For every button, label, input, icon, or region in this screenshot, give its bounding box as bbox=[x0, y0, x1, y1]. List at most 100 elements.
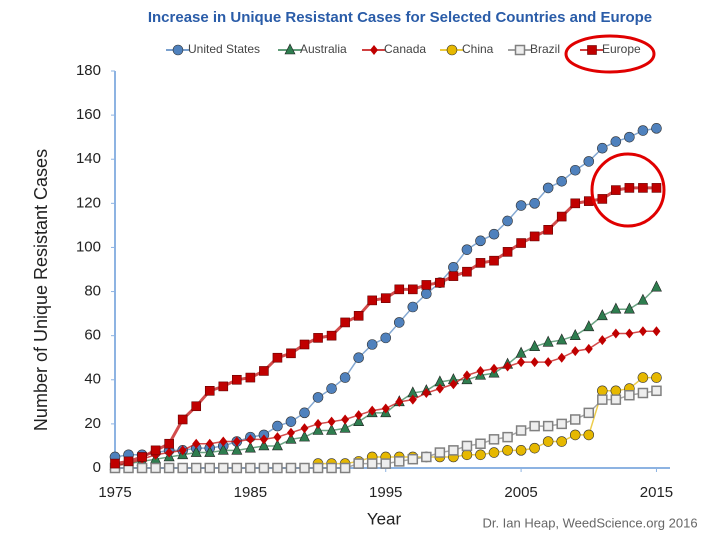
marker bbox=[556, 436, 568, 447]
plot-area: 0 20 40 60 80 100 120 140 160 180 1975 1985 1995 2005… bbox=[76, 49, 673, 501]
marker bbox=[381, 403, 390, 414]
marker bbox=[638, 183, 648, 193]
marker bbox=[529, 198, 540, 209]
marker bbox=[300, 423, 309, 434]
marker bbox=[408, 394, 417, 405]
marker bbox=[515, 200, 527, 211]
marker bbox=[651, 385, 662, 397]
marker bbox=[394, 284, 405, 295]
marker bbox=[461, 449, 473, 461]
marker bbox=[204, 386, 215, 396]
marker bbox=[177, 462, 188, 474]
marker bbox=[435, 383, 444, 394]
marker bbox=[244, 441, 256, 453]
marker bbox=[231, 462, 243, 474]
marker bbox=[394, 456, 405, 467]
marker bbox=[407, 453, 419, 465]
marker bbox=[341, 414, 350, 425]
marker bbox=[299, 339, 310, 350]
marker bbox=[625, 328, 634, 339]
marker bbox=[339, 421, 351, 433]
marker bbox=[272, 420, 283, 432]
marker bbox=[624, 131, 635, 143]
marker bbox=[190, 462, 202, 474]
marker bbox=[272, 462, 283, 474]
marker bbox=[326, 462, 337, 474]
marker bbox=[285, 416, 297, 427]
y-tick-label: 160 bbox=[76, 106, 101, 123]
marker bbox=[515, 445, 527, 456]
marker bbox=[421, 451, 432, 463]
marker bbox=[435, 277, 445, 288]
legend-label: United States bbox=[188, 42, 260, 56]
marker bbox=[462, 370, 471, 381]
y-tick-label: 40 bbox=[84, 371, 101, 388]
marker bbox=[204, 462, 216, 474]
marker bbox=[259, 366, 269, 376]
marker bbox=[475, 438, 486, 449]
marker bbox=[475, 449, 486, 461]
marker bbox=[245, 372, 256, 383]
marker bbox=[271, 439, 283, 451]
x-tick-label: 1985 bbox=[234, 484, 267, 501]
marker bbox=[624, 183, 635, 193]
marker bbox=[326, 330, 337, 341]
marker bbox=[368, 405, 377, 416]
marker bbox=[597, 142, 608, 154]
legend-label: Europe bbox=[602, 42, 641, 56]
marker bbox=[353, 415, 365, 426]
marker bbox=[651, 123, 662, 134]
marker bbox=[556, 175, 568, 187]
marker bbox=[380, 332, 392, 344]
marker bbox=[136, 462, 148, 474]
marker bbox=[502, 445, 513, 456]
marker bbox=[177, 414, 188, 425]
marker bbox=[218, 381, 229, 392]
marker bbox=[530, 357, 539, 368]
marker bbox=[380, 293, 391, 303]
marker bbox=[448, 261, 459, 273]
marker bbox=[517, 357, 526, 368]
marker bbox=[597, 394, 608, 405]
marker bbox=[273, 432, 282, 443]
marker bbox=[637, 372, 649, 383]
marker bbox=[421, 288, 432, 300]
marker bbox=[110, 458, 120, 469]
marker bbox=[543, 225, 553, 235]
marker bbox=[502, 215, 513, 227]
marker bbox=[544, 357, 553, 368]
marker bbox=[570, 198, 581, 209]
marker bbox=[516, 238, 526, 248]
marker bbox=[569, 328, 581, 340]
marker bbox=[556, 333, 568, 345]
marker bbox=[286, 427, 295, 438]
marker bbox=[475, 258, 486, 268]
marker bbox=[258, 462, 270, 474]
y-tick-label: 0 bbox=[93, 459, 101, 476]
highlight-circle bbox=[590, 152, 666, 228]
marker bbox=[299, 462, 310, 474]
y-tick-label: 180 bbox=[76, 62, 101, 79]
marker bbox=[515, 425, 527, 436]
marker bbox=[488, 434, 500, 445]
marker bbox=[150, 462, 161, 474]
marker bbox=[219, 436, 228, 447]
marker bbox=[232, 436, 241, 447]
marker bbox=[610, 136, 622, 147]
marker bbox=[449, 379, 458, 390]
x-tick-label: 1975 bbox=[98, 484, 131, 501]
marker bbox=[217, 443, 229, 455]
marker bbox=[191, 401, 202, 412]
marker bbox=[542, 436, 554, 447]
marker bbox=[258, 439, 270, 451]
y-tick-label: 60 bbox=[84, 327, 101, 344]
marker bbox=[610, 385, 622, 397]
marker bbox=[407, 301, 419, 313]
marker bbox=[366, 339, 378, 350]
marker bbox=[326, 383, 337, 394]
marker bbox=[651, 183, 662, 193]
marker bbox=[367, 295, 377, 306]
marker bbox=[299, 430, 310, 442]
marker bbox=[529, 231, 540, 242]
